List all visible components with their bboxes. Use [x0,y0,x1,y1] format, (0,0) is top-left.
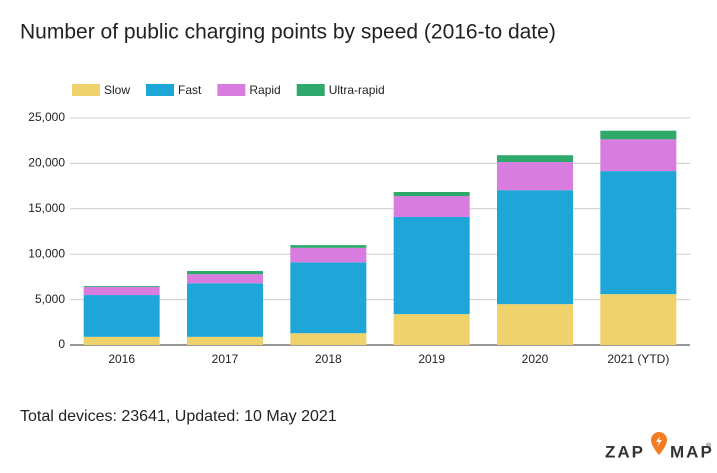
logo-right: MAP [670,442,714,461]
bar-segment [393,192,470,197]
legend-swatch [146,84,175,96]
bar-segment [83,295,160,337]
y-tick-label: 25,000 [28,110,65,124]
x-tick-label: 2017 [212,352,239,366]
logo-registered: ® [706,442,712,450]
bar-segment [600,294,677,345]
bar-segment [290,247,367,263]
bar-segment [187,283,263,337]
bar-segment [393,216,470,315]
legend-label: Ultra-rapid [329,83,385,97]
legend-label: Fast [178,83,202,97]
legend-swatch [72,84,100,96]
bar-segment [83,336,160,345]
bar-segment [600,130,677,140]
legend-swatch [296,84,325,96]
x-tick-label: 2016 [108,352,135,366]
bar-segment [290,333,367,345]
bar-segment [187,270,263,275]
bar-segment [497,304,573,345]
y-tick-label: 0 [58,337,65,351]
logo-bolt [656,436,662,447]
x-tick-label: 2020 [522,352,549,366]
y-tick-label: 5,000 [35,292,65,306]
legend-label: Slow [104,83,130,97]
bar-segment [83,285,160,287]
bar-segment [187,274,263,284]
bar-segment [497,162,573,191]
bar-segment [497,190,573,305]
y-tick-label: 20,000 [28,156,65,170]
legend-label: Rapid [249,83,280,97]
y-tick-label: 10,000 [28,246,65,260]
x-tick-label: 2021 (YTD) [607,352,669,366]
x-tick-label: 2019 [418,352,445,366]
bar-segment [497,155,573,163]
bar-segment [393,314,470,345]
chart-title: Number of public charging points by spee… [20,21,556,44]
bar-segment [600,139,677,172]
bar-segment [290,262,367,334]
bar-segment [290,245,367,248]
bar-segment [187,336,263,345]
y-tick-label: 15,000 [28,201,65,215]
bar-segment [600,171,677,295]
logo: ZAP MAP ® [605,432,714,461]
x-tick-label: 2018 [315,352,342,366]
logo-left: ZAP [605,442,645,461]
footer-note: Total devices: 23641, Updated: 10 May 20… [20,408,337,425]
bar-segment [393,196,470,217]
bar-segment [83,286,160,296]
legend-swatch [217,84,246,96]
